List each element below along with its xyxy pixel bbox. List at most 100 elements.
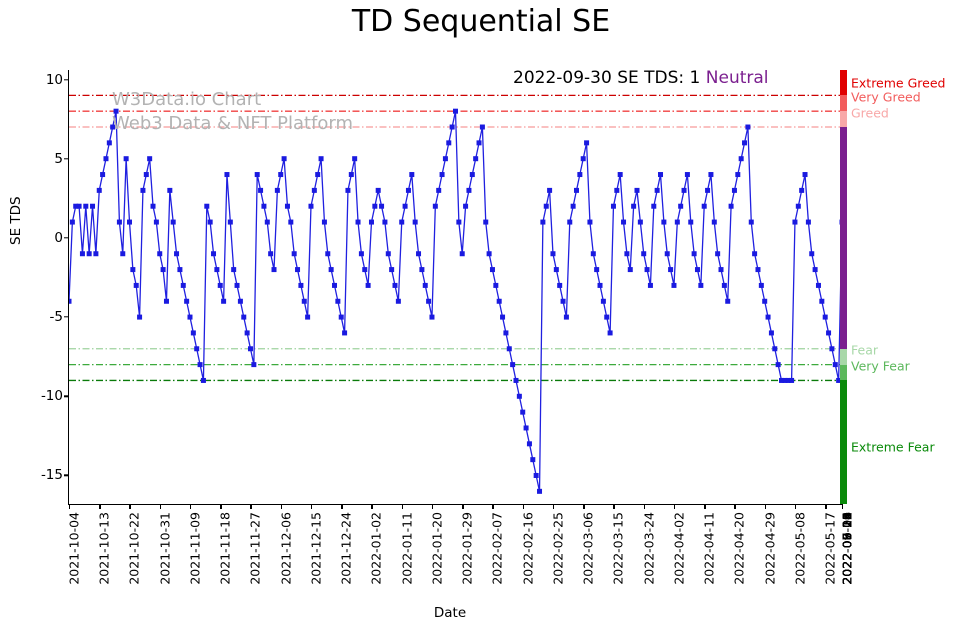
data-point-marker [163, 298, 169, 304]
data-point-marker [637, 219, 643, 225]
data-point-marker [560, 298, 566, 304]
data-point-marker [789, 377, 795, 383]
x-axis-label: Date [433, 605, 467, 621]
y-axis-tick [64, 157, 69, 160]
data-point-marker [624, 251, 630, 257]
data-point-marker [671, 282, 677, 288]
x-axis-tick [250, 504, 252, 509]
x-axis-tick [99, 504, 101, 509]
x-axis-tick-label: 2022-04-20 [731, 512, 747, 585]
y-axis-tick-label: -10 [40, 388, 63, 405]
data-point-marker [785, 377, 791, 383]
data-point-marker [705, 187, 711, 193]
y-axis-tick-label: -5 [49, 309, 63, 326]
data-point-marker [738, 156, 744, 162]
data-point-marker [476, 140, 482, 146]
data-point-marker [533, 472, 539, 478]
data-point-marker [127, 219, 132, 225]
data-point-marker [748, 219, 754, 225]
data-point-marker [557, 282, 563, 288]
data-point-marker [190, 330, 196, 336]
data-point-marker [200, 377, 206, 383]
data-point-marker [429, 314, 435, 320]
x-axis-tick-label: 2022-02-25 [550, 512, 566, 585]
scale-segment [840, 364, 847, 381]
x-axis-tick-label: 2022-01-11 [399, 512, 415, 585]
data-point-marker [698, 282, 704, 288]
data-point-marker [241, 314, 247, 320]
data-point-marker [694, 267, 700, 273]
data-point-marker [123, 156, 129, 162]
data-point-marker [563, 314, 569, 320]
data-point-marker [358, 251, 364, 257]
data-point-marker [493, 282, 499, 288]
data-point-marker [826, 330, 832, 336]
data-point-marker [197, 362, 203, 368]
x-axis-tick-label: 2021-11-27 [247, 512, 263, 585]
x-axis-tick [310, 504, 313, 509]
data-point-marker [463, 203, 469, 209]
data-point-marker [278, 172, 284, 178]
x-axis-tick-label: 2022-02-07 [489, 512, 505, 585]
scale-segment [840, 70, 847, 96]
y-axis-tick-label: 5 [54, 150, 63, 167]
data-point-marker [540, 219, 546, 225]
data-point-marker [264, 219, 270, 225]
x-axis-tick-label: 2022-03-15 [610, 512, 626, 585]
data-point-marker [295, 267, 301, 273]
data-point-marker [674, 219, 680, 225]
y-axis-tick [64, 474, 69, 477]
x-axis-tick-label: 2022-05-08 [792, 512, 808, 585]
x-axis-tick [643, 504, 646, 509]
data-point-marker [513, 377, 519, 383]
x-axis-tick-label: 2021-10-13 [96, 512, 112, 585]
data-point-marker [281, 156, 287, 162]
data-point-marker [217, 282, 223, 288]
data-point-marker [530, 457, 536, 463]
y-axis-label: SE TDS [8, 196, 24, 245]
scale-segment [840, 95, 847, 112]
y-axis-tick [64, 395, 69, 397]
data-point-marker [315, 172, 321, 178]
x-axis-tick [462, 504, 464, 509]
data-point-marker [752, 251, 758, 257]
data-point-marker [288, 219, 294, 225]
x-axis-tick-label: 2022-01-29 [459, 512, 475, 585]
data-point-marker [459, 251, 465, 257]
y-axis-tick [64, 316, 69, 318]
scale-segment [840, 348, 847, 365]
data-point-marker [221, 298, 227, 304]
data-point-marker [103, 156, 109, 162]
data-point-marker [486, 251, 492, 257]
data-point-marker [439, 172, 445, 178]
data-point-marker [399, 219, 405, 225]
data-point-marker [742, 140, 748, 146]
x-axis-tick [522, 504, 525, 509]
x-axis-tick-label: 2022-09-29 [839, 512, 855, 585]
data-point-marker [503, 330, 509, 336]
data-point-marker [701, 203, 707, 209]
y-axis-tick-label: 10 [45, 71, 63, 88]
data-point-marker [812, 267, 818, 273]
data-point-marker [832, 362, 838, 368]
data-point-marker [510, 362, 516, 368]
data-point-marker [184, 298, 190, 304]
x-axis-tick [825, 504, 827, 509]
data-point-marker [520, 409, 526, 415]
data-point-marker [728, 203, 734, 209]
scale-segment [840, 380, 847, 504]
data-point-marker [442, 156, 448, 162]
data-point-marker [321, 219, 327, 225]
data-point-marker [368, 219, 374, 225]
data-point-marker [725, 298, 731, 304]
data-point-marker [456, 219, 462, 225]
data-point-marker [335, 298, 341, 304]
data-point-marker [782, 377, 788, 383]
data-point-marker [130, 267, 136, 273]
data-point-marker [160, 267, 166, 273]
data-point-marker [422, 282, 428, 288]
data-point-marker [355, 219, 361, 225]
data-point-marker [116, 219, 122, 225]
data-point-marker [479, 124, 485, 130]
